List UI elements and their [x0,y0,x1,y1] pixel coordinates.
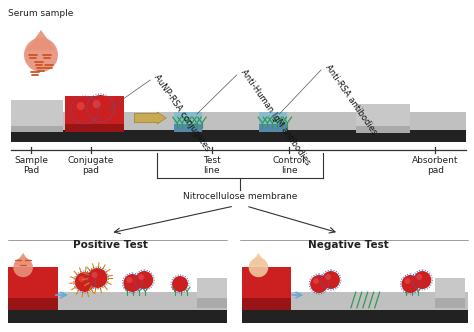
Circle shape [88,95,113,121]
Text: Anti-Human IgM antibodies: Anti-Human IgM antibodies [238,68,312,167]
Bar [11,100,63,130]
Circle shape [24,38,58,72]
Text: Serum sample: Serum sample [8,9,73,18]
Bar [242,298,291,310]
Circle shape [404,278,410,284]
Circle shape [123,274,141,292]
Circle shape [13,257,33,277]
Polygon shape [27,30,55,50]
Circle shape [313,278,319,284]
Bar [174,112,202,130]
Circle shape [249,257,268,277]
Polygon shape [250,253,267,265]
Circle shape [79,276,85,282]
Text: Conjugate
pad: Conjugate pad [67,156,114,175]
Text: Anti-RSA antibodies: Anti-RSA antibodies [323,63,378,136]
Bar [8,298,58,310]
Bar [242,292,468,310]
Text: Test
line: Test line [203,156,221,175]
Circle shape [75,272,95,292]
Circle shape [91,272,98,278]
Circle shape [138,274,144,280]
Text: Control
line: Control line [273,156,306,175]
Text: Sample
Pad: Sample Pad [14,156,48,175]
Text: Negative Test: Negative Test [309,240,389,250]
FancyArrow shape [134,112,166,124]
Bar [11,128,466,142]
Polygon shape [15,253,31,265]
Bar [65,124,124,132]
Bar [8,267,58,305]
Circle shape [172,276,188,292]
Circle shape [416,274,422,280]
Bar [174,124,202,132]
Circle shape [322,271,340,289]
Text: AuNP-RSA conjugates: AuNP-RSA conjugates [152,73,212,153]
Circle shape [325,274,331,280]
Bar [356,104,410,132]
Bar [242,308,468,323]
Circle shape [136,271,153,289]
Bar [197,278,227,304]
Circle shape [127,277,132,283]
Circle shape [88,268,108,288]
Bar [11,112,466,130]
Circle shape [72,97,98,123]
Circle shape [310,275,328,293]
Text: Absorbent
pad: Absorbent pad [412,156,458,175]
Bar [65,96,124,130]
Circle shape [77,102,85,110]
Bar [435,278,465,304]
Bar [11,126,63,132]
Bar [8,308,227,323]
Circle shape [92,100,100,108]
Bar [435,298,465,308]
Bar [356,126,410,133]
Bar [197,298,227,308]
Bar [8,292,227,310]
Text: Nitrocellulose membrane: Nitrocellulose membrane [183,192,297,201]
Circle shape [413,271,431,289]
Bar [259,124,287,132]
Text: Positive Test: Positive Test [73,240,148,250]
Circle shape [401,275,419,293]
Bar [242,267,291,305]
Bar [259,112,287,130]
